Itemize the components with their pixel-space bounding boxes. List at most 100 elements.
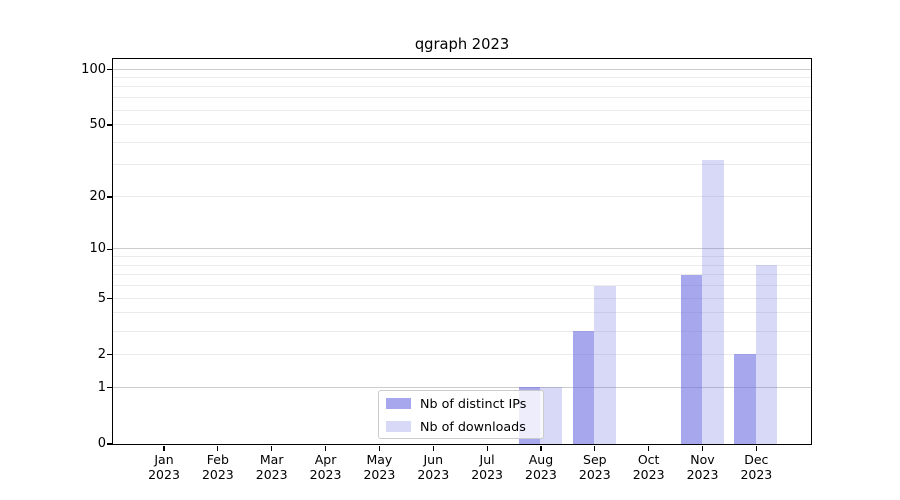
x-tick-label-year: 2023 [578, 466, 611, 482]
gridline-minor [112, 297, 811, 299]
x-tick-label-month: Feb [206, 452, 229, 467]
x-tick [271, 445, 273, 451]
x-tick-label-month: Dec [744, 452, 769, 467]
x-tick-label-year: 2023 [632, 466, 665, 482]
x-tick-label-month: May [366, 452, 393, 467]
x-tick-label-month: Aug [528, 452, 554, 467]
x-tick-label: Jul 2023 [457, 452, 517, 482]
x-tick-label-year: 2023 [686, 466, 719, 482]
x-tick-label-month: Sep [583, 452, 607, 467]
x-tick-label: Jan 2023 [134, 452, 194, 482]
legend-label-downloads: Nb of downloads [420, 419, 526, 434]
y-tick-label: 100 [81, 61, 106, 77]
x-tick [324, 445, 327, 451]
x-tick-label: Nov 2023 [673, 452, 733, 482]
gridline-minor [112, 312, 811, 314]
y-tick-label: 50 [89, 117, 106, 133]
bar-distinct-ips-sep [572, 331, 595, 444]
gridline-minor [112, 330, 811, 332]
gridline-minor [112, 274, 811, 276]
bars-layer [113, 59, 811, 444]
x-tick-label: Feb 2023 [188, 452, 248, 482]
bar-distinct-ips-nov [680, 274, 702, 444]
x-tick-label: Apr 2023 [296, 452, 356, 482]
x-tick-label-month: Oct [637, 452, 660, 467]
x-tick-label-month: Jun [423, 452, 444, 467]
x-tick-label: May 2023 [349, 452, 409, 482]
x-tick-label: Jun 2023 [403, 452, 463, 482]
gridline-minor [112, 285, 811, 287]
y-tick-label: 10 [89, 241, 106, 257]
legend: Nb of distinct IPs Nb of downloads [378, 390, 544, 439]
bar-distinct-ips-dec [734, 354, 756, 444]
x-tick-label-year: 2023 [309, 466, 342, 482]
y-tick-label: 1 [97, 379, 106, 395]
y-tick-label: 0 [97, 436, 106, 451]
x-tick-label-year: 2023 [525, 466, 557, 482]
y-tick [106, 387, 112, 389]
x-tick-label-year: 2023 [740, 466, 773, 482]
x-tick [378, 445, 380, 451]
chart-title: qgraph 2023 [414, 36, 510, 53]
gridline-minor [112, 97, 811, 99]
gridline-minor [112, 196, 811, 197]
gridline-minor [112, 256, 811, 258]
gridline-major [112, 68, 811, 70]
legend-swatch-distinct-ips [386, 398, 411, 409]
x-tick-label-year: 2023 [417, 466, 450, 482]
x-tick-label: Aug 2023 [511, 452, 571, 482]
x-tick-label-month: Jul [479, 452, 495, 467]
gridline-minor [112, 264, 811, 266]
x-tick [594, 445, 596, 451]
legend-item-distinct-ips: Nb of distinct IPs [386, 396, 536, 411]
grid-layer [112, 59, 811, 444]
gridline-minor [112, 109, 811, 111]
x-tick-label-year: 2023 [255, 466, 288, 482]
gridline-major [112, 248, 811, 250]
y-tick-label: 20 [89, 189, 106, 204]
y-tick [106, 124, 112, 126]
x-tick-label-month: Apr [314, 452, 337, 467]
y-tick [106, 443, 112, 445]
x-tick-label-month: Nov [690, 452, 715, 467]
x-tick-label-year: 2023 [201, 466, 234, 482]
gridline-minor [112, 77, 811, 79]
x-tick-label-year: 2023 [363, 466, 396, 482]
gridline-minor [112, 141, 811, 143]
gridline-minor [112, 164, 811, 166]
x-tick [163, 445, 165, 451]
x-tick [540, 445, 542, 451]
x-tick [648, 445, 650, 451]
bar-downloads-aug [540, 387, 562, 444]
x-tick [432, 445, 434, 451]
y-tick [106, 196, 112, 198]
gridline-minor [112, 353, 811, 355]
bar-downloads-nov [702, 159, 724, 444]
x-tick [217, 445, 219, 451]
y-tick [106, 248, 112, 251]
y-tick [106, 298, 112, 300]
x-tick-label: Sep 2023 [565, 452, 625, 482]
gridline-minor [112, 124, 811, 126]
y-tick [106, 354, 112, 356]
plot-area [111, 57, 812, 445]
y-tick-label: 5 [97, 290, 106, 306]
x-tick-label-year: 2023 [148, 466, 180, 482]
x-tick-label-year: 2023 [471, 466, 503, 482]
x-tick-label: Mar 2023 [242, 452, 302, 482]
bar-downloads-sep [594, 285, 616, 444]
x-tick-label-month: Jan [154, 452, 174, 467]
gridline-major [112, 386, 811, 388]
x-tick-label-month: Mar [259, 452, 284, 467]
x-tick-label: Oct 2023 [619, 452, 679, 482]
bar-downloads-dec [755, 265, 778, 444]
x-tick [486, 445, 488, 451]
x-tick-label: Dec 2023 [726, 452, 786, 482]
legend-item-downloads: Nb of downloads [386, 419, 536, 434]
legend-swatch-downloads [386, 421, 411, 432]
y-tick-label: 2 [97, 346, 106, 362]
x-tick [701, 445, 704, 451]
y-tick [106, 68, 112, 71]
gridline-minor [112, 86, 811, 88]
